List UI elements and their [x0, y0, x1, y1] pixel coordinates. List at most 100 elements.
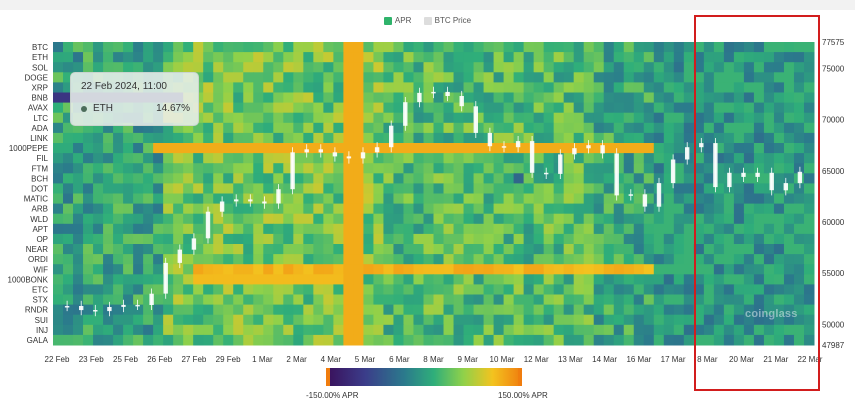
heatmap-cell[interactable] [583, 203, 595, 215]
heatmap-cell[interactable] [413, 284, 424, 295]
heatmap-cell[interactable] [333, 153, 344, 164]
heatmap-cell[interactable] [413, 102, 424, 114]
heatmap-cell[interactable] [353, 294, 364, 306]
heatmap-cell[interactable] [53, 163, 64, 174]
heatmap-cell[interactable] [273, 334, 284, 346]
heatmap-cell[interactable] [293, 213, 304, 225]
heatmap-cell[interactable] [223, 274, 234, 285]
heatmap-cell[interactable] [653, 42, 665, 53]
heatmap-cell[interactable] [743, 274, 755, 285]
heatmap-cell[interactable] [283, 122, 294, 134]
heatmap-cell[interactable] [353, 52, 364, 63]
heatmap-cell[interactable] [203, 102, 214, 114]
heatmap-cell[interactable] [763, 153, 775, 164]
btc-candle[interactable] [107, 307, 112, 312]
heatmap-cell[interactable] [273, 284, 284, 295]
heatmap-cell[interactable] [583, 163, 595, 174]
heatmap-cell[interactable] [183, 122, 194, 134]
heatmap-cell[interactable] [453, 324, 465, 336]
heatmap-cell[interactable] [343, 233, 354, 245]
heatmap-cell[interactable] [293, 153, 304, 164]
heatmap-cell[interactable] [453, 132, 465, 144]
heatmap-cell[interactable] [553, 203, 565, 215]
heatmap-cell[interactable] [793, 132, 805, 144]
heatmap-cell[interactable] [133, 122, 144, 134]
heatmap-cell[interactable] [773, 203, 785, 215]
heatmap-cell[interactable] [223, 72, 234, 83]
heatmap-cell[interactable] [53, 304, 64, 316]
heatmap-cell[interactable] [663, 62, 675, 73]
heatmap-cell[interactable] [243, 62, 254, 73]
heatmap-cell[interactable] [743, 52, 755, 63]
heatmap-cell[interactable] [403, 122, 414, 134]
btc-candle[interactable] [248, 199, 253, 202]
heatmap-cell[interactable] [523, 163, 535, 174]
heatmap-cell[interactable] [773, 324, 785, 336]
heatmap-cell[interactable] [483, 314, 495, 326]
heatmap-cell[interactable] [803, 223, 815, 235]
heatmap-cell[interactable] [633, 294, 645, 306]
heatmap-cell[interactable] [633, 62, 645, 73]
heatmap-cell[interactable] [213, 62, 224, 73]
heatmap-cell[interactable] [443, 122, 455, 134]
heatmap-cell[interactable] [693, 183, 705, 194]
heatmap-cell[interactable] [753, 284, 765, 295]
heatmap-cell[interactable] [593, 72, 605, 83]
heatmap-cell[interactable] [723, 102, 735, 114]
heatmap-cell[interactable] [243, 324, 254, 336]
heatmap-cell[interactable] [203, 193, 214, 205]
heatmap-cell[interactable] [453, 163, 465, 174]
heatmap-cell[interactable] [83, 143, 94, 154]
heatmap-cell[interactable] [153, 122, 164, 134]
heatmap-cell[interactable] [563, 62, 575, 73]
heatmap-cell[interactable] [753, 314, 765, 326]
heatmap-cell[interactable] [583, 244, 595, 255]
heatmap-cell[interactable] [133, 233, 144, 245]
heatmap-cell[interactable] [743, 223, 755, 235]
heatmap-cell[interactable] [213, 92, 224, 104]
heatmap-cell[interactable] [523, 244, 535, 255]
heatmap-cell[interactable] [513, 314, 525, 326]
heatmap-cell[interactable] [623, 274, 635, 285]
heatmap-cell[interactable] [623, 72, 635, 83]
heatmap-cell[interactable] [273, 112, 284, 124]
heatmap-cell[interactable] [523, 183, 535, 194]
heatmap-cell[interactable] [743, 254, 755, 265]
heatmap-cell[interactable] [93, 284, 104, 295]
heatmap-cell[interactable] [83, 213, 94, 225]
heatmap-cell[interactable] [703, 42, 715, 53]
heatmap-cell[interactable] [323, 203, 334, 215]
heatmap-cell[interactable] [543, 173, 555, 184]
heatmap-cell[interactable] [673, 183, 685, 194]
heatmap-cell[interactable] [273, 203, 284, 215]
heatmap-cell[interactable] [153, 324, 164, 336]
heatmap-cell[interactable] [293, 223, 304, 235]
heatmap-cell[interactable] [253, 122, 264, 134]
heatmap-cell[interactable] [613, 122, 625, 134]
heatmap-cell[interactable] [443, 223, 455, 235]
heatmap-cell[interactable] [433, 294, 445, 306]
heatmap-cell[interactable] [113, 143, 124, 154]
heatmap-cell[interactable] [663, 122, 675, 134]
heatmap-cell[interactable] [353, 183, 364, 194]
heatmap-cell[interactable] [403, 112, 414, 124]
heatmap-cell[interactable] [263, 112, 274, 124]
heatmap-cell[interactable] [413, 324, 424, 336]
heatmap-cell[interactable] [663, 264, 675, 275]
heatmap-cell[interactable] [113, 334, 124, 346]
heatmap-cell[interactable] [643, 193, 655, 205]
heatmap-cell[interactable] [653, 233, 665, 245]
heatmap-cell[interactable] [153, 203, 164, 215]
heatmap-cell[interactable] [253, 334, 264, 346]
heatmap-cell[interactable] [223, 203, 234, 215]
heatmap-cell[interactable] [613, 102, 625, 114]
heatmap-cell[interactable] [203, 264, 214, 275]
heatmap-cell[interactable] [553, 254, 565, 265]
heatmap-cell[interactable] [313, 193, 324, 205]
heatmap-cell[interactable] [273, 254, 284, 265]
heatmap-cell[interactable] [633, 233, 645, 245]
heatmap-cell[interactable] [423, 193, 434, 205]
heatmap-cell[interactable] [163, 122, 174, 134]
heatmap-cell[interactable] [53, 143, 64, 154]
heatmap-cell[interactable] [213, 213, 224, 225]
